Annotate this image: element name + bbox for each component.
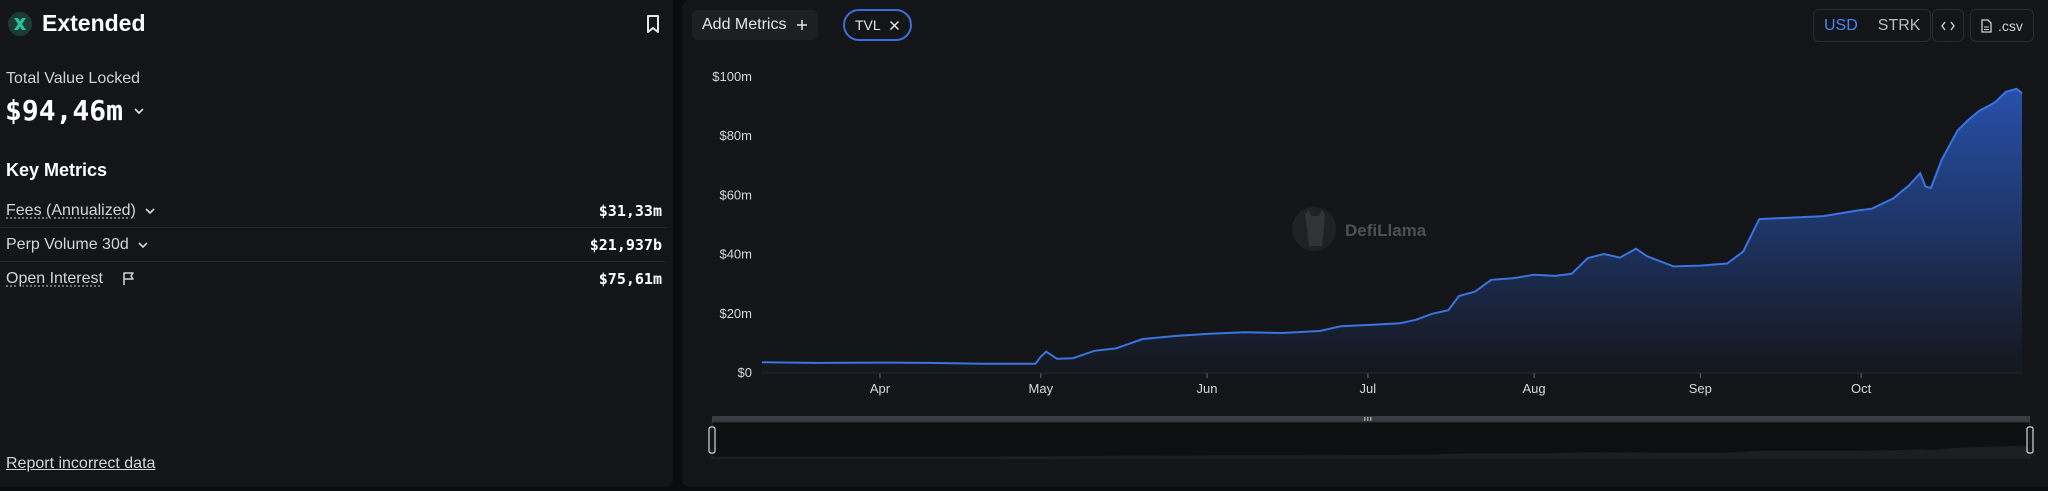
- metric-perp-volume-toggle[interactable]: Perp Volume 30d: [0, 236, 149, 254]
- tvl-chip-label: TVL: [855, 17, 881, 33]
- chart-panel: Add Metrics TVL USD STRK .csv $: [682, 0, 2048, 487]
- add-metrics-label: Add Metrics: [702, 16, 787, 33]
- chevron-down-icon: [134, 107, 144, 114]
- flag-icon[interactable]: [121, 271, 137, 287]
- chevron-down-icon: [138, 241, 148, 248]
- protocol-header: Extended: [8, 10, 146, 37]
- y-tick-label: $0: [738, 365, 752, 380]
- bookmark-icon[interactable]: [644, 14, 662, 34]
- x-tick-label: Apr: [870, 381, 891, 396]
- metric-row-perp-volume: Perp Volume 30d $21,937b: [0, 228, 666, 262]
- tvl-area-chart[interactable]: $0 $20m $40m $60m $80m $100m Apr May Jun Jul Aug S…: [682, 50, 2048, 460]
- metric-fees-toggle[interactable]: Fees (Annualized): [0, 202, 156, 220]
- metric-open-interest-toggle[interactable]: Open Interest: [0, 270, 137, 288]
- slider-right-handle[interactable]: [2026, 426, 2034, 454]
- y-tick-label: $40m: [719, 247, 752, 262]
- metric-fees-value: $31,33m: [598, 201, 662, 220]
- metric-row-fees: Fees (Annualized) $31,33m: [0, 194, 666, 228]
- file-icon: [1981, 18, 1992, 33]
- slider-left-handle[interactable]: [708, 426, 716, 454]
- currency-strk-option[interactable]: STRK: [1877, 16, 1921, 34]
- metric-fees-label: Fees (Annualized): [6, 201, 136, 219]
- metric-open-interest-value: $75,61m: [598, 269, 662, 288]
- currency-usd-option[interactable]: USD: [1824, 16, 1858, 34]
- tvl-value: $94,46m: [5, 94, 124, 127]
- x-axis: Apr May Jun Jul Aug Sep Oct: [870, 373, 1872, 396]
- embed-button[interactable]: [1932, 9, 1964, 42]
- protocol-name: Extended: [42, 10, 146, 36]
- x-tick-label: Jun: [1197, 381, 1218, 396]
- code-icon: [1941, 21, 1955, 30]
- download-csv-button[interactable]: .csv: [1970, 9, 2034, 42]
- metric-row-open-interest: Open Interest $75,61m: [0, 262, 666, 295]
- x-tick-label: Jul: [1360, 381, 1377, 396]
- y-tick-label: $60m: [719, 187, 752, 202]
- chevron-down-icon: [145, 207, 155, 214]
- currency-toggle: USD STRK: [1813, 9, 1932, 42]
- plus-icon: [797, 20, 808, 30]
- watermark-text: DefiLlama: [1345, 221, 1427, 240]
- report-incorrect-data-link[interactable]: Report incorrect data: [6, 455, 156, 472]
- extended-logo-icon: [8, 11, 32, 36]
- metric-perp-volume-label: Perp Volume 30d: [6, 235, 129, 253]
- tvl-metric-chip[interactable]: TVL: [843, 9, 912, 41]
- y-tick-label: $100m: [712, 69, 752, 84]
- slider-mini-area: [713, 445, 2029, 457]
- x-tick-label: Oct: [1851, 381, 1872, 396]
- add-metrics-button[interactable]: Add Metrics: [692, 10, 819, 40]
- tvl-value-dropdown[interactable]: $94,46m: [5, 94, 145, 127]
- csv-label: .csv: [1998, 17, 2023, 34]
- y-tick-label: $20m: [719, 306, 752, 321]
- metric-open-interest-label: Open Interest: [6, 269, 103, 287]
- llama-logo-icon: [1292, 207, 1336, 251]
- tvl-series-line: [761, 87, 2023, 365]
- time-range-slider[interactable]: [682, 410, 2048, 462]
- metric-perp-volume-value: $21,937b: [589, 235, 662, 254]
- key-metrics-title: Key Metrics: [6, 160, 108, 180]
- protocol-summary-panel: Extended Total Value Locked $94,46m Key …: [0, 0, 673, 487]
- x-tick-label: May: [1029, 381, 1054, 396]
- y-tick-label: $80m: [719, 128, 752, 143]
- x-tick-label: Aug: [1523, 381, 1546, 396]
- x-tick-label: Sep: [1689, 381, 1712, 396]
- tvl-label: Total Value Locked: [6, 70, 141, 87]
- tvl-area-fill: [762, 88, 2022, 374]
- close-icon[interactable]: [889, 20, 900, 31]
- defillama-watermark: DefiLlama: [1292, 207, 1427, 251]
- slider-grip-icon[interactable]: [1364, 417, 1372, 421]
- y-axis: $0 $20m $40m $60m $80m $100m: [712, 69, 752, 380]
